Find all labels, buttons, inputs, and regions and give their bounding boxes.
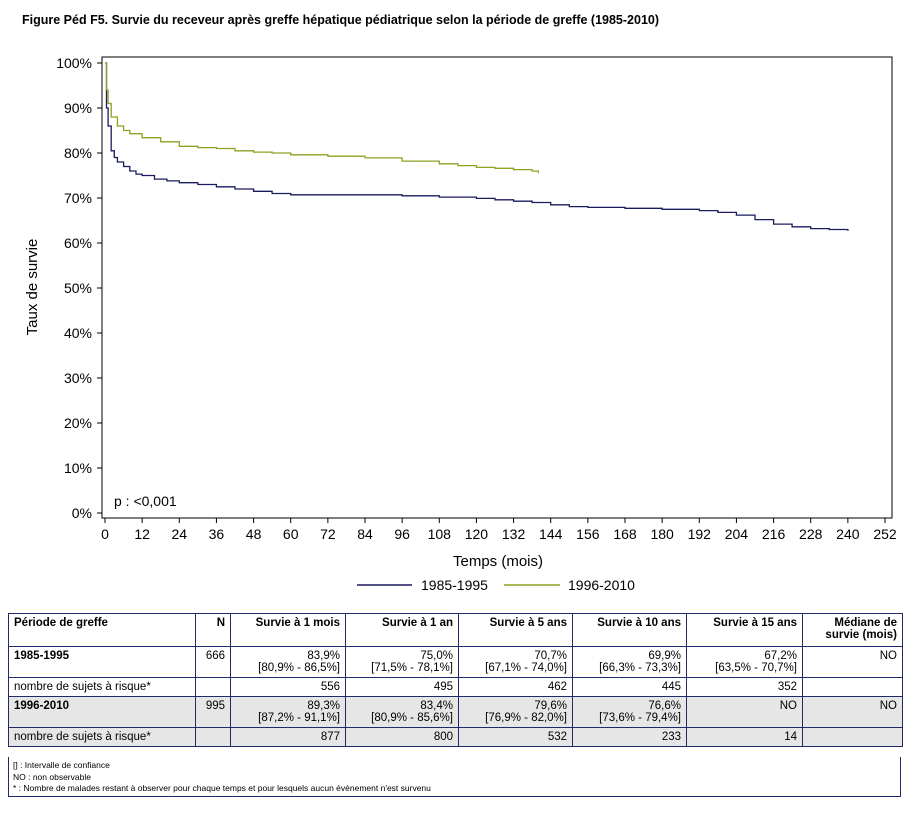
x-tick-label: 108 xyxy=(428,526,452,542)
risk-value: 877 xyxy=(230,727,346,747)
x-tick-label: 24 xyxy=(171,526,187,542)
x-tick-label: 36 xyxy=(209,526,225,542)
survival-curve-1996-2010 xyxy=(105,62,539,174)
cell-survie: 89,3% [87,2% - 91,1%] xyxy=(230,696,346,728)
cell-survie: 83,9% [80,9% - 86,5%] xyxy=(230,646,346,678)
legend-label-1996-2010: 1996-2010 xyxy=(568,577,635,593)
figure-title: Figure Péd F5. Survie du receveur après … xyxy=(22,13,660,27)
header-1-an: Survie à 1 an xyxy=(345,613,459,647)
x-tick-label: 216 xyxy=(762,526,786,542)
x-axis-title: Temps (mois) xyxy=(453,553,543,570)
header-15-ans: Survie à 15 ans xyxy=(686,613,803,647)
x-tick-label: 156 xyxy=(576,526,600,542)
y-tick-label: 90% xyxy=(64,100,92,116)
row-periode: 1985-1995 xyxy=(8,646,196,678)
risk-value: 556 xyxy=(230,677,346,697)
risk-empty xyxy=(802,727,903,747)
x-tick-label: 144 xyxy=(539,526,563,542)
risk-label: nombre de sujets à risque* xyxy=(8,727,196,747)
survival-curves xyxy=(105,62,849,231)
header-5-ans: Survie à 5 ans xyxy=(458,613,573,647)
risk-empty xyxy=(802,677,903,697)
x-tick-label: 132 xyxy=(502,526,526,542)
y-axis: 0% 10% 20% 30% 40% 50% 60% 70% 80% 90% 100% xyxy=(56,55,102,521)
p-value-annotation: p : <0,001 xyxy=(114,493,177,509)
x-tick-label: 48 xyxy=(246,526,262,542)
cell-mediane: NO xyxy=(802,696,903,728)
cell-survie: 67,2% [63,5% - 70,7%] xyxy=(686,646,803,678)
y-tick-label: 40% xyxy=(64,325,92,341)
header-periode: Période de greffe xyxy=(8,613,196,647)
row-periode: 1996-2010 xyxy=(8,696,196,728)
cell-survie: 76,6% [73,6% - 79,4%] xyxy=(572,696,687,728)
plot-area-frame xyxy=(101,56,893,519)
y-tick-label: 60% xyxy=(64,235,92,251)
cell-survie: 79,6% [76,9% - 82,0%] xyxy=(458,696,573,728)
note-ci: [] : Intervalle de confiance xyxy=(13,760,110,770)
table-row: 1996-2010 995 89,3% [87,2% - 91,1%] 83,4%… xyxy=(8,696,903,728)
y-tick-label: 30% xyxy=(64,370,92,386)
x-tick-label: 240 xyxy=(836,526,860,542)
table-notes: [] : Intervalle de confiance NO : non ob… xyxy=(8,757,901,797)
x-tick-label: 12 xyxy=(134,526,150,542)
y-tick-label: 20% xyxy=(64,415,92,431)
legend-label-1985-1995: 1985-1995 xyxy=(421,577,488,593)
risk-value: 233 xyxy=(572,727,687,747)
header-10-ans: Survie à 10 ans xyxy=(572,613,687,647)
risk-value: 445 xyxy=(572,677,687,697)
risk-value: 532 xyxy=(458,727,573,747)
risk-value: 462 xyxy=(458,677,573,697)
cell-survie: NO xyxy=(686,696,803,728)
x-tick-label: 60 xyxy=(283,526,299,542)
x-tick-label: 0 xyxy=(101,526,109,542)
x-tick-label: 84 xyxy=(357,526,373,542)
note-no: NO : non observable xyxy=(13,771,91,782)
survival-chart: 0% 10% 20% 30% 40% 50% 60% 70% 80% 90% 100% 0 12 24 3… xyxy=(24,55,897,593)
cell-mediane: NO xyxy=(802,646,903,678)
x-tick-label: 120 xyxy=(465,526,489,542)
x-tick-label: 168 xyxy=(613,526,637,542)
x-tick-label: 192 xyxy=(688,526,712,542)
y-tick-label: 70% xyxy=(64,190,92,206)
x-axis: 0 12 24 36 48 60 72 84 96 108 120 132 144 156 168 180 19… xyxy=(101,518,897,542)
y-tick-label: 80% xyxy=(64,145,92,161)
table-row-risk: nombre de sujets à risque* 556 495 462 4… xyxy=(8,677,903,697)
x-tick-label: 252 xyxy=(873,526,897,542)
header-mediane: Médiane de survie (mois) xyxy=(802,613,903,647)
cell-survie: 69,9% [66,3% - 73,3%] xyxy=(572,646,687,678)
x-tick-label: 204 xyxy=(725,526,749,542)
table-header-row: Période de greffe N Survie à 1 mois Surv… xyxy=(8,613,903,647)
risk-empty xyxy=(195,677,231,697)
y-tick-label: 100% xyxy=(56,55,92,71)
risk-label: nombre de sujets à risque* xyxy=(8,677,196,697)
risk-value: 14 xyxy=(686,727,803,747)
table-row: 1985-1995 666 83,9% [80,9% - 86,5%] 75,0%… xyxy=(8,646,903,678)
y-tick-label: 0% xyxy=(72,505,92,521)
table-row-risk: nombre de sujets à risque* 877 800 532 2… xyxy=(8,727,903,747)
legend: 1985-1995 1996-2010 xyxy=(357,577,635,593)
survival-table: Période de greffe N Survie à 1 mois Surv… xyxy=(8,613,903,747)
y-axis-title: Taux de survie xyxy=(24,239,41,336)
header-1-mois: Survie à 1 mois xyxy=(230,613,346,647)
x-tick-label: 96 xyxy=(394,526,410,542)
risk-empty xyxy=(195,727,231,747)
x-tick-label: 228 xyxy=(799,526,823,542)
risk-value: 352 xyxy=(686,677,803,697)
y-tick-label: 50% xyxy=(64,280,92,296)
y-tick-label: 10% xyxy=(64,460,92,476)
note-risk: * : Nombre de malades restant à observer… xyxy=(13,783,431,793)
x-tick-label: 72 xyxy=(320,526,336,542)
survival-curve-1985-1995 xyxy=(105,62,849,231)
risk-value: 800 xyxy=(345,727,459,747)
cell-survie: 75,0% [71,5% - 78,1%] xyxy=(345,646,459,678)
risk-value: 495 xyxy=(345,677,459,697)
header-n: N xyxy=(195,613,231,647)
row-n: 995 xyxy=(195,696,231,728)
row-n: 666 xyxy=(195,646,231,678)
cell-survie: 70,7% [67,1% - 74,0%] xyxy=(458,646,573,678)
x-tick-label: 180 xyxy=(650,526,674,542)
cell-survie: 83,4% [80,9% - 85,6%] xyxy=(345,696,459,728)
